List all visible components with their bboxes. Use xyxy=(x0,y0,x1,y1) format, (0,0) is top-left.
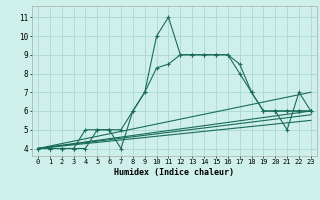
X-axis label: Humidex (Indice chaleur): Humidex (Indice chaleur) xyxy=(115,168,234,177)
